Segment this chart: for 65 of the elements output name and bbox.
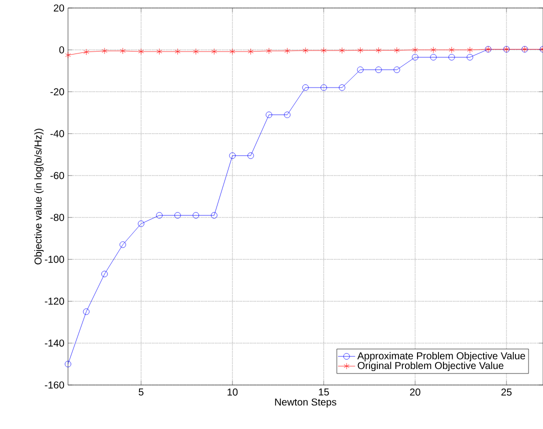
y-tick-label: -160 (44, 381, 64, 389)
y-tick-label: -120 (44, 298, 64, 305)
point (394, 47, 400, 54)
legend-label: Approximate Problem Objective Value (357, 352, 526, 362)
point (101, 270, 108, 278)
point (156, 212, 163, 219)
point (302, 47, 308, 54)
point (266, 48, 272, 54)
point (193, 48, 199, 55)
x-tick-label: 20 (410, 388, 420, 396)
point (83, 48, 90, 56)
point (448, 54, 455, 60)
y-tick-label: -100 (44, 256, 64, 263)
point (430, 46, 436, 54)
point (210, 212, 218, 219)
point (430, 54, 437, 60)
x-axis-title: Newton Steps (275, 398, 336, 408)
point (102, 48, 108, 54)
point (375, 66, 382, 73)
point (339, 47, 345, 54)
point (412, 54, 418, 60)
point (448, 46, 454, 54)
y-tick-label: -40 (50, 130, 64, 138)
point (466, 54, 474, 60)
y-tick-label: -60 (50, 172, 64, 180)
y-tick-label: -140 (44, 340, 64, 347)
y-tick-label: -20 (50, 88, 64, 96)
point (229, 152, 236, 159)
point (211, 48, 217, 55)
point (156, 48, 162, 55)
point (65, 52, 71, 58)
point (358, 47, 364, 54)
point (138, 220, 144, 227)
point (394, 66, 400, 73)
point (412, 46, 418, 54)
point (320, 84, 327, 91)
y-tick-label: 20 (54, 4, 64, 12)
point (338, 84, 346, 91)
point (247, 152, 254, 159)
x-tick-label: 5 (138, 388, 144, 396)
point (83, 308, 90, 315)
point (357, 66, 364, 73)
point (266, 112, 272, 118)
y-tick-label: 0 (59, 46, 64, 54)
y-tick-label: -80 (50, 214, 64, 221)
x-tick-label: 15 (318, 388, 329, 396)
point (138, 48, 144, 55)
point (467, 46, 473, 54)
point (376, 47, 382, 54)
point (248, 48, 254, 55)
point (64, 360, 72, 368)
x-tick-label: 10 (228, 388, 238, 396)
point (284, 112, 290, 118)
point (302, 84, 309, 91)
point (174, 212, 181, 219)
point (230, 48, 236, 55)
x-tick-label: 25 (501, 388, 512, 396)
legend-label: Original Problem Objective Value (358, 362, 504, 372)
point (120, 48, 126, 54)
point (320, 47, 327, 54)
point (192, 212, 200, 219)
y-axis-title: Objective value (in log(b/s/Hz)) (34, 128, 44, 264)
point (174, 48, 180, 55)
point (284, 48, 290, 54)
point (120, 241, 126, 248)
